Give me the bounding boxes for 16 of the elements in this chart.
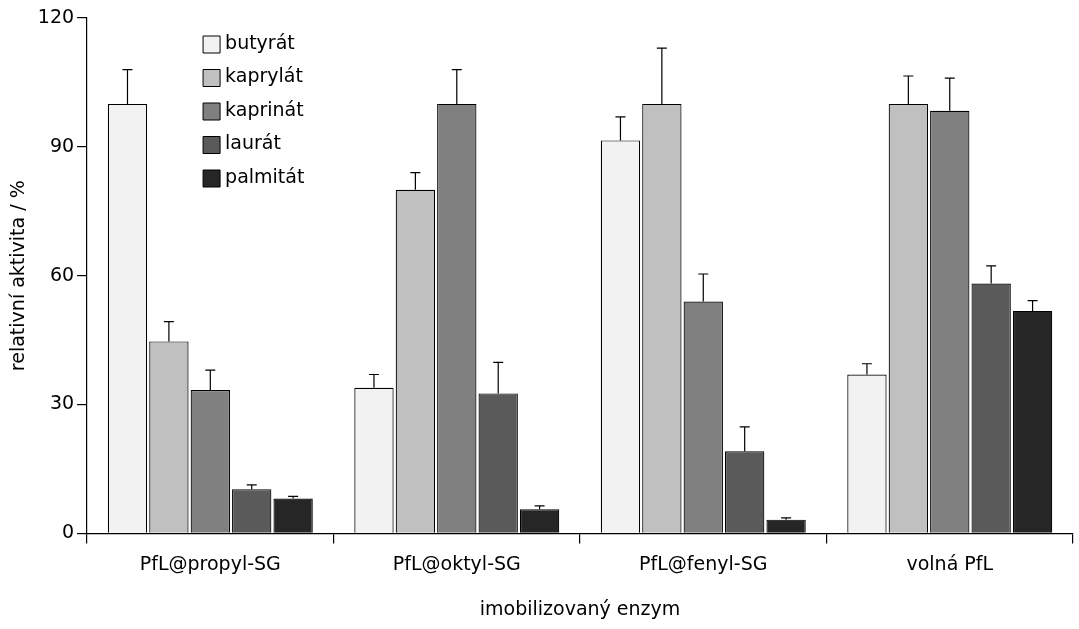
legend-label: butyrát [225, 30, 295, 53]
x-tick-label: volná PfL [906, 551, 994, 574]
x-tick-label: PfL@propyl-SG [139, 551, 281, 574]
y-tick-label: 60 [49, 262, 75, 285]
x-tick-label: PfL@fenyl-SG [639, 551, 768, 574]
y-axis-title: relativní aktivita / % [6, 180, 29, 372]
y-tick-label: 0 [61, 520, 75, 543]
legend-label: laurát [225, 131, 281, 154]
y-tick-label: 30 [49, 391, 75, 414]
y-tick-label: 120 [37, 4, 75, 27]
legend-label: palmitát [225, 164, 305, 187]
legend-label: kaprinát [225, 97, 304, 120]
legend-label: kaprylát [225, 64, 303, 87]
y-tick-label: 90 [49, 133, 75, 156]
x-tick-label: PfL@oktyl-SG [392, 551, 521, 574]
x-axis-title: imobilizovaný enzym [479, 596, 681, 619]
